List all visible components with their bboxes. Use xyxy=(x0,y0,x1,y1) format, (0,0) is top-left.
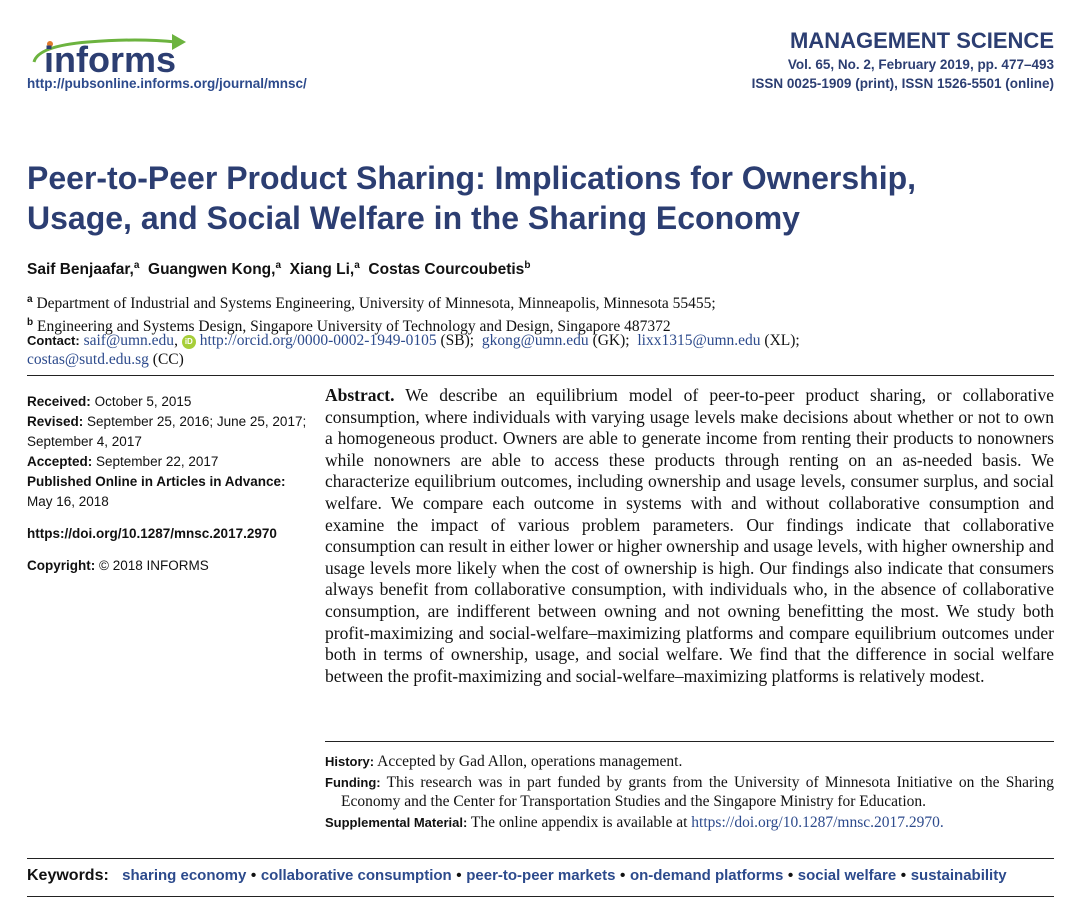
keyword[interactable]: peer-to-peer markets xyxy=(466,867,616,884)
svg-text:informs: informs xyxy=(44,39,176,78)
keyword[interactable]: collaborative consumption xyxy=(260,867,452,884)
divider xyxy=(325,741,1054,742)
title-line: Peer-to-Peer Product Sharing: Implicatio… xyxy=(27,160,917,196)
keyword[interactable]: sustainability xyxy=(910,867,1007,884)
author-list: Saif Benjaafar,a Guangwen Kong,a Xiang L… xyxy=(27,260,530,279)
affiliation: a Department of Industrial and Systems E… xyxy=(27,294,716,313)
article-dates: Received: October 5, 2015 Revised: Septe… xyxy=(27,394,307,573)
informs-logo: informs xyxy=(28,28,198,80)
abstract: Abstract. We describe an equilibrium mod… xyxy=(325,385,1054,686)
email-link[interactable]: gkong@umn.edu xyxy=(481,332,589,349)
email-link[interactable]: lixx1315@umn.edu xyxy=(637,332,761,349)
email-link[interactable]: saif@umn.edu xyxy=(83,332,175,349)
divider xyxy=(27,858,1054,859)
supplement-link[interactable]: https://doi.org/10.1287/mnsc.2017.2970. xyxy=(691,814,944,831)
divider xyxy=(27,896,1054,897)
keywords: Keywords: sharing economy • collaborativ… xyxy=(27,867,1007,884)
aff-mark: b xyxy=(524,260,531,271)
volume-info: Vol. 65, No. 2, February 2019, pp. 477–4… xyxy=(787,57,1054,72)
article-notes: History: Accepted by Gad Allon, operatio… xyxy=(325,753,1054,831)
affiliation: b Engineering and Systems Design, Singap… xyxy=(27,317,671,336)
issn-info: ISSN 0025-1909 (print), ISSN 1526-5501 (… xyxy=(751,76,1054,91)
doi-link[interactable]: https://doi.org/10.1287/mnsc.2017.2970 xyxy=(27,526,277,541)
author: Xiang Li, xyxy=(289,261,355,279)
author: Costas Courcoubetis xyxy=(368,261,525,279)
divider xyxy=(27,375,1054,376)
contact-info: Contact: saif@umn.edu, iD http://orcid.o… xyxy=(27,332,800,368)
title-line: Usage, and Social Welfare in the Sharing… xyxy=(27,200,800,236)
keyword[interactable]: on-demand platforms xyxy=(629,867,784,884)
author: Guangwen Kong, xyxy=(148,261,276,279)
contact-label: Contact: xyxy=(27,333,80,348)
aff-mark: a xyxy=(354,260,360,271)
orcid-link[interactable]: http://orcid.org/0000-0002-1949-0105 xyxy=(199,332,437,349)
journal-url[interactable]: http://pubsonline.informs.org/journal/mn… xyxy=(27,76,307,91)
orcid-icon: iD xyxy=(181,335,196,349)
journal-name: MANAGEMENT SCIENCE xyxy=(789,28,1054,53)
email-link[interactable]: costas@sutd.edu.sg xyxy=(27,351,149,368)
affiliations: a Department of Industrial and Systems E… xyxy=(27,290,716,336)
paper-title: Peer-to-Peer Product Sharing: Implicatio… xyxy=(27,158,1027,238)
keyword[interactable]: social welfare xyxy=(797,867,897,884)
author: Saif Benjaafar, xyxy=(27,261,134,279)
keyword[interactable]: sharing economy xyxy=(122,867,247,884)
aff-mark: a xyxy=(275,260,282,271)
aff-mark: a xyxy=(133,260,140,271)
